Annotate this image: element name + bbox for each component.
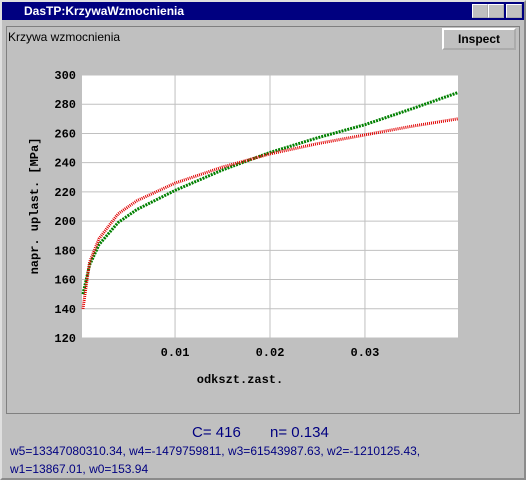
title-bar: DasTP:KrzywaWzmocnienia — [2, 2, 524, 20]
minimize-button[interactable] — [472, 4, 488, 18]
y-tick-label: 220 — [54, 186, 76, 200]
x-tick-label: 0.02 — [256, 346, 285, 360]
y-tick-label: 240 — [54, 157, 76, 171]
coef-line: w5=13347080310.34, w4=-1479759811, w3=61… — [10, 444, 421, 458]
data-line — [81, 117, 459, 309]
y-axis-label: napr. uplast. [MPa] — [28, 138, 42, 275]
coef-line: w1=13867.01, w0=153.94 — [10, 462, 149, 476]
y-tick-label: 300 — [54, 69, 76, 83]
y-tick-label: 160 — [54, 274, 76, 288]
n-label: n= 0.134 — [270, 424, 329, 441]
y-tick-label: 260 — [54, 127, 76, 141]
close-button[interactable] — [506, 4, 522, 18]
chart: odkszt.zast. napr. uplast. [MPa] 120 140 1… — [28, 69, 459, 387]
group-box — [6, 26, 520, 414]
data-line — [81, 91, 459, 295]
y-tick-label: 200 — [54, 215, 76, 229]
maximize-button[interactable] — [488, 4, 504, 18]
y-tick-label: 280 — [54, 98, 76, 112]
window-title: DasTP:KrzywaWzmocnienia — [24, 4, 185, 18]
y-tick-label: 140 — [54, 303, 76, 317]
y-tick-label: 180 — [54, 244, 76, 258]
x-axis-label: odkszt.zast. — [197, 373, 283, 387]
x-tick-label: 0.01 — [161, 346, 190, 360]
c-label: C= 416 — [192, 424, 241, 441]
inspect-button[interactable]: Inspect — [442, 28, 516, 50]
x-tick-label: 0.03 — [351, 346, 380, 360]
y-tick-label: 120 — [54, 332, 76, 346]
group-label: Krzywa wzmocnienia — [8, 30, 121, 44]
